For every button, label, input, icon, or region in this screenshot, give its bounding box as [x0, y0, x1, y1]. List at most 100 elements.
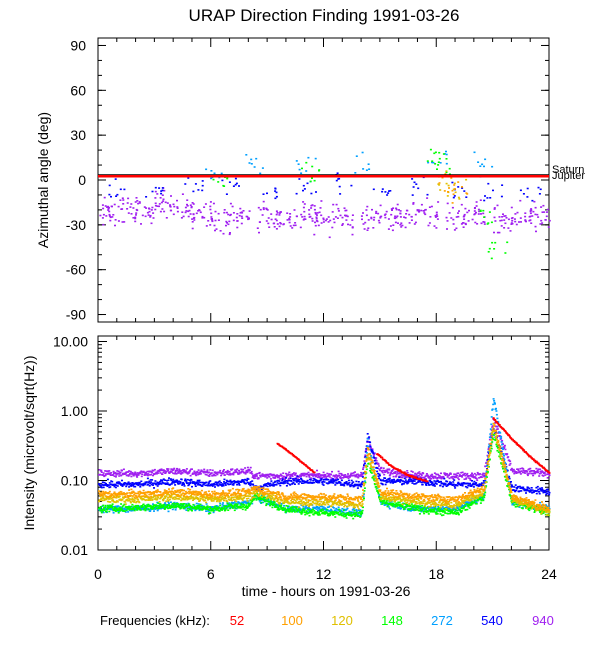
- intensity-point-272: [420, 510, 423, 513]
- intensity-point-940: [339, 476, 341, 479]
- intensity-point-148: [499, 458, 502, 460]
- intensity-point-540: [240, 480, 243, 482]
- intensity-point-940: [105, 473, 107, 475]
- azimuth-point-148: [437, 161, 440, 163]
- intensity-point-272: [378, 494, 381, 496]
- intensity-point-540: [336, 482, 339, 484]
- intensity-point-148: [378, 498, 381, 501]
- intensity-point-940: [144, 473, 146, 476]
- intensity-point-148: [225, 507, 228, 510]
- intensity-point-940: [308, 476, 311, 478]
- intensity-point-940: [140, 470, 143, 472]
- azimuth-point-940: [422, 210, 425, 212]
- intensity-point-540: [348, 484, 351, 486]
- azimuth-point-940: [445, 216, 448, 219]
- intensity-point-148: [353, 512, 356, 515]
- intensity-point-148: [273, 503, 276, 505]
- intensity-point-272: [221, 503, 224, 506]
- intensity-point-272: [330, 509, 333, 512]
- azimuth-point-940: [154, 208, 157, 211]
- intensity-point-272: [441, 506, 444, 508]
- azimuth-point-940: [345, 214, 348, 217]
- intensity-point-148: [143, 507, 146, 510]
- intensity-point-272: [105, 508, 108, 510]
- intensity-point-272: [352, 511, 355, 514]
- intensity-point-940: [452, 478, 455, 480]
- azimuth-point-940: [498, 231, 501, 234]
- azimuth-point-940: [135, 212, 138, 214]
- intensity-point-148: [423, 512, 426, 515]
- intensity-point-940: [215, 472, 218, 475]
- intensity-point-148: [482, 499, 485, 502]
- intensity-point-540: [161, 482, 164, 484]
- azimuth-point-940: [238, 214, 241, 217]
- intensity-point-540: [329, 480, 332, 483]
- intensity-point-940: [106, 473, 109, 475]
- intensity-point-148: [109, 504, 112, 507]
- intensity-point-540: [322, 480, 325, 483]
- azimuth-point-148: [488, 247, 491, 250]
- intensity-point-540: [269, 482, 272, 485]
- intensity-point-272: [231, 501, 233, 504]
- intensity-point-148: [152, 508, 155, 510]
- intensity-point-540: [362, 472, 365, 474]
- intensity-point-540: [443, 477, 446, 480]
- intensity-point-940: [395, 473, 398, 475]
- intensity-point-148: [468, 504, 471, 507]
- intensity-point-272: [495, 413, 498, 416]
- intensity-point-148: [491, 441, 494, 443]
- intensity-point-148: [464, 508, 467, 511]
- intensity-point-148: [271, 504, 274, 506]
- intensity-point-940: [214, 471, 216, 473]
- intensity-point-540: [339, 481, 342, 484]
- azimuth-point-940: [377, 219, 380, 222]
- intensity-point-540: [272, 482, 275, 484]
- intensity-point-940: [546, 473, 549, 476]
- intensity-point-940: [234, 469, 237, 471]
- intensity-point-540: [98, 483, 101, 486]
- intensity-point-148: [431, 508, 434, 511]
- intensity-point-940: [324, 474, 327, 476]
- azimuth-point-148: [445, 171, 448, 174]
- intensity-point-940: [338, 472, 341, 475]
- intensity-point-148: [436, 513, 439, 515]
- intensity-point-148: [403, 502, 406, 505]
- intensity-point-148: [375, 486, 378, 488]
- azimuth-point-940: [117, 220, 120, 222]
- intensity-point-940: [288, 474, 291, 476]
- azimuth-point-940: [542, 204, 545, 207]
- intensity-point-940: [100, 469, 103, 472]
- intensity-point-148: [365, 472, 368, 474]
- intensity-point-148: [417, 505, 419, 507]
- intensity-point-540: [381, 483, 384, 486]
- intensity-point-148: [192, 503, 195, 506]
- azimuth-point-148: [491, 241, 494, 244]
- intensity-point-120: [133, 499, 136, 501]
- azimuth-point-940: [246, 215, 249, 218]
- azimuth-point-940: [455, 227, 458, 230]
- intensity-point-148: [285, 505, 288, 507]
- intensity-point-940: [198, 473, 201, 475]
- intensity-point-148: [291, 506, 294, 509]
- intensity-point-272: [164, 502, 167, 504]
- intensity-point-272: [280, 502, 283, 505]
- intensity-point-940: [223, 469, 225, 471]
- intensity-point-148: [125, 509, 128, 512]
- azimuth-point-540: [161, 189, 164, 192]
- azimuth-point-940: [345, 219, 348, 221]
- intensity-point-940: [238, 472, 241, 475]
- azimuth-point-940: [217, 219, 220, 221]
- intensity-point-120: [107, 498, 110, 500]
- intensity-point-148: [424, 510, 427, 512]
- intensity-point-540: [323, 481, 326, 483]
- intensity-point-148: [490, 447, 493, 450]
- azimuth-point-940: [473, 213, 476, 216]
- intensity-point-272: [465, 501, 468, 503]
- azimuth-point-940: [371, 208, 373, 211]
- intensity-point-540: [232, 484, 235, 486]
- intensity-point-540: [482, 480, 485, 482]
- intensity-point-940: [532, 472, 535, 475]
- intensity-point-148: [269, 500, 272, 502]
- intensity-point-272: [316, 509, 319, 512]
- intensity-point-540: [427, 482, 430, 484]
